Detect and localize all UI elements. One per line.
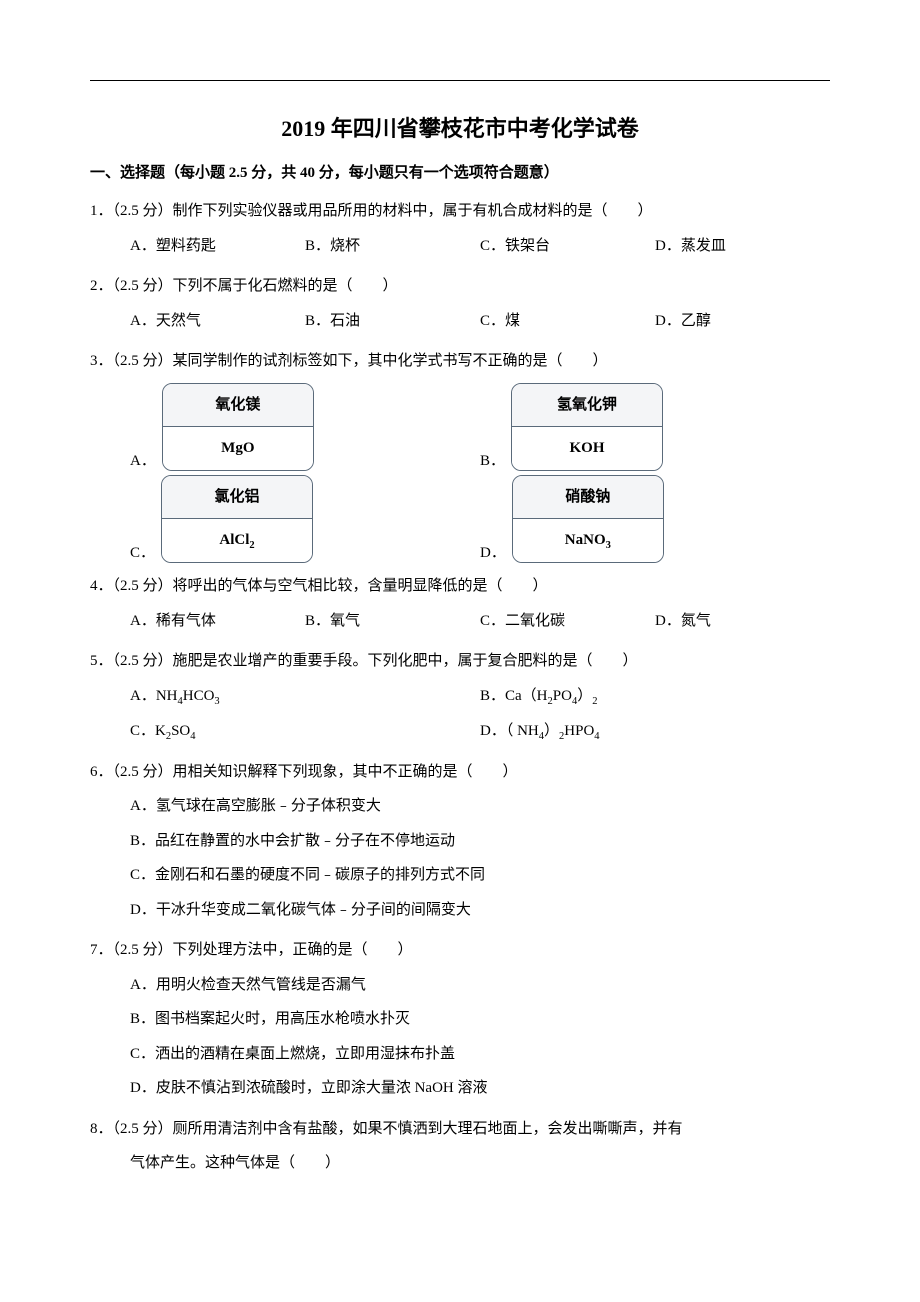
q6-option-a: A．氢气球在高空膨胀﹣分子体积变大	[130, 789, 830, 824]
q8-cont: 气体产生。这种气体是（ ）	[90, 1146, 830, 1181]
q6-stem: 6．（2.5 分）用相关知识解释下列现象，其中不正确的是（ ）	[90, 755, 830, 790]
q3-tag-c-name: 氯化铝	[162, 476, 312, 520]
q3-letter-b: B．	[480, 454, 505, 471]
q1-options: A．塑料药匙 B．烧杯 C．铁架台 D．蒸发皿	[90, 229, 830, 264]
q6-option-b: B．品红在静置的水中会扩散﹣分子在不停地运动	[130, 824, 830, 859]
q1-option-c: C．铁架台	[480, 229, 655, 264]
q1-option-d: D．蒸发皿	[655, 229, 830, 264]
q5-option-c: C．K2SO4	[130, 714, 480, 749]
q4-stem: 4．（2.5 分）将呼出的气体与空气相比较，含量明显降低的是（ ）	[90, 569, 830, 604]
question-7: 7．（2.5 分）下列处理方法中，正确的是（ ） A．用明火检查天然气管线是否漏…	[90, 933, 830, 1106]
q3-cell-d: D． 硝酸钠 NaNO3	[480, 475, 830, 564]
q4-option-c: C．二氧化碳	[480, 604, 655, 639]
q3-letter-d: D．	[480, 546, 506, 563]
q3-cell-c: C． 氯化铝 AlCl2	[130, 475, 480, 564]
q2-option-a: A．天然气	[130, 304, 305, 339]
question-1: 1．（2.5 分）制作下列实验仪器或用品所用的材料中，属于有机合成材料的是（ ）…	[90, 194, 830, 263]
q1-option-a: A．塑料药匙	[130, 229, 305, 264]
q3-tag-d-name: 硝酸钠	[513, 476, 663, 520]
q3-tag-c-formula: AlCl2	[162, 519, 312, 562]
top-divider	[90, 80, 830, 81]
q6-options: A．氢气球在高空膨胀﹣分子体积变大 B．品红在静置的水中会扩散﹣分子在不停地运动…	[90, 789, 830, 927]
q3-tag-a-formula: MgO	[163, 427, 313, 470]
q2-option-b: B．石油	[305, 304, 480, 339]
q3-cell-b: B． 氢氧化钾 KOH	[480, 383, 830, 471]
q1-stem: 1．（2.5 分）制作下列实验仪器或用品所用的材料中，属于有机合成材料的是（ ）	[90, 194, 830, 229]
q5-option-d: D．（ NH4）2HPO4	[480, 714, 830, 749]
q3-cell-a: A． 氧化镁 MgO	[130, 383, 480, 471]
q2-option-c: C．煤	[480, 304, 655, 339]
q7-option-d: D．皮肤不慎沾到浓硫酸时，立即涂大量浓 NaOH 溶液	[130, 1071, 830, 1106]
q3-tag-d-formula: NaNO3	[513, 519, 663, 562]
q3-letter-a: A．	[130, 454, 156, 471]
question-2: 2．（2.5 分）下列不属于化石燃料的是（ ） A．天然气 B．石油 C．煤 D…	[90, 269, 830, 338]
exam-title: 2019 年四川省攀枝花市中考化学试卷	[90, 111, 830, 143]
q5-option-a: A．NH4HCO3	[130, 679, 480, 714]
q6-option-d: D．干冰升华变成二氧化碳气体﹣分子间的间隔变大	[130, 893, 830, 928]
q3-tag-a-name: 氧化镁	[163, 384, 313, 428]
q3-stem: 3．（2.5 分）某同学制作的试剂标签如下，其中化学式书写不正确的是（ ）	[90, 344, 830, 379]
q7-options: A．用明火检查天然气管线是否漏气 B．图书档案起火时，用高压水枪喷水扑灭 C．洒…	[90, 968, 830, 1106]
q3-letter-c: C．	[130, 546, 155, 563]
q3-tag-c: 氯化铝 AlCl2	[161, 475, 313, 564]
q6-option-c: C．金刚石和石墨的硬度不同﹣碳原子的排列方式不同	[130, 858, 830, 893]
q4-option-a: A．稀有气体	[130, 604, 305, 639]
q3-tag-d: 硝酸钠 NaNO3	[512, 475, 664, 564]
q4-option-b: B．氧气	[305, 604, 480, 639]
q2-options: A．天然气 B．石油 C．煤 D．乙醇	[90, 304, 830, 339]
q7-option-c: C．洒出的酒精在桌面上燃烧，立即用湿抹布扑盖	[130, 1037, 830, 1072]
q7-option-a: A．用明火检查天然气管线是否漏气	[130, 968, 830, 1003]
q7-stem: 7．（2.5 分）下列处理方法中，正确的是（ ）	[90, 933, 830, 968]
q3-row-1: A． 氧化镁 MgO B． 氢氧化钾 KOH	[90, 383, 830, 471]
q5-option-b: B．Ca（H2PO4）2	[480, 679, 830, 714]
q2-option-d: D．乙醇	[655, 304, 830, 339]
q3-tag-b-formula: KOH	[512, 427, 662, 470]
question-6: 6．（2.5 分）用相关知识解释下列现象，其中不正确的是（ ） A．氢气球在高空…	[90, 755, 830, 928]
q2-stem: 2．（2.5 分）下列不属于化石燃料的是（ ）	[90, 269, 830, 304]
question-5: 5．（2.5 分）施肥是农业增产的重要手段。下列化肥中，属于复合肥料的是（ ） …	[90, 644, 830, 749]
q1-option-b: B．烧杯	[305, 229, 480, 264]
q5-options: A．NH4HCO3 B．Ca（H2PO4）2 C．K2SO4 D．（ NH4）2…	[90, 679, 830, 749]
question-4: 4．（2.5 分）将呼出的气体与空气相比较，含量明显降低的是（ ） A．稀有气体…	[90, 569, 830, 638]
exam-page: 2019 年四川省攀枝花市中考化学试卷 一、选择题（每小题 2.5 分，共 40…	[0, 0, 920, 1302]
q4-option-d: D．氮气	[655, 604, 830, 639]
q3-row-2: C． 氯化铝 AlCl2 D． 硝酸钠 NaNO3	[90, 475, 830, 564]
q5-stem: 5．（2.5 分）施肥是农业增产的重要手段。下列化肥中，属于复合肥料的是（ ）	[90, 644, 830, 679]
question-8: 8．（2.5 分）厕所用清洁剂中含有盐酸，如果不慎洒到大理石地面上，会发出嘶嘶声…	[90, 1112, 830, 1181]
q4-options: A．稀有气体 B．氧气 C．二氧化碳 D．氮气	[90, 604, 830, 639]
q8-stem: 8．（2.5 分）厕所用清洁剂中含有盐酸，如果不慎洒到大理石地面上，会发出嘶嘶声…	[90, 1112, 830, 1147]
section-1-heading: 一、选择题（每小题 2.5 分，共 40 分，每小题只有一个选项符合题意）	[90, 161, 830, 182]
question-3: 3．（2.5 分）某同学制作的试剂标签如下，其中化学式书写不正确的是（ ） A．…	[90, 344, 830, 563]
q7-option-b: B．图书档案起火时，用高压水枪喷水扑灭	[130, 1002, 830, 1037]
q3-tag-b-name: 氢氧化钾	[512, 384, 662, 428]
q3-tag-b: 氢氧化钾 KOH	[511, 383, 663, 471]
q3-tag-a: 氧化镁 MgO	[162, 383, 314, 471]
